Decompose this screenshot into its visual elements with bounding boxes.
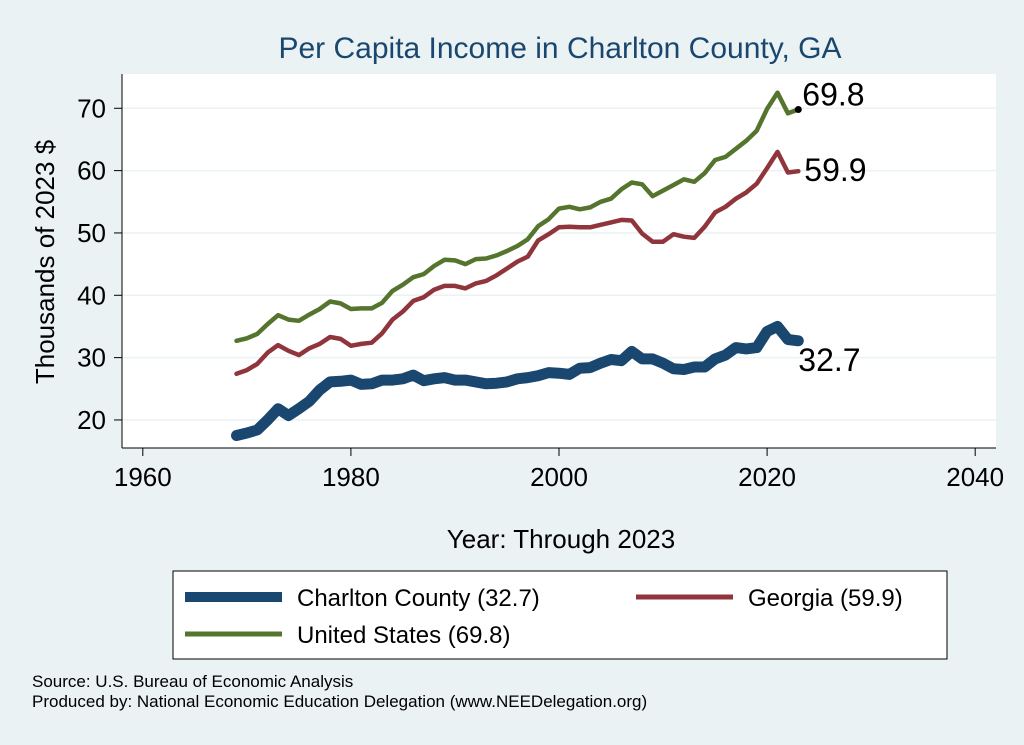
legend-label-charlton: Charlton County (32.7)	[297, 585, 540, 612]
end-labels: 32.7 59.9 69.8	[794, 77, 867, 378]
y-tick-label-40: 40	[77, 280, 106, 310]
legend-item-georgia: Georgia (59.9)	[636, 585, 903, 612]
y-tick-label-60: 60	[77, 156, 106, 186]
legend-item-charlton: Charlton County (32.7)	[185, 585, 540, 612]
legend-item-us: United States (69.8)	[185, 622, 510, 649]
plot-inner	[122, 74, 996, 448]
y-ticks: 20 30 40 50 60 70	[77, 93, 122, 435]
produced-by-note: Produced by: National Economic Education…	[32, 692, 648, 711]
y-axis-label: Thousands of 2023 $	[30, 139, 60, 384]
x-tick-label-1980: 1980	[322, 462, 380, 492]
x-tick-label-2000: 2000	[530, 462, 588, 492]
y-tick-label-30: 30	[77, 343, 106, 373]
y-tick-label-20: 20	[77, 405, 106, 435]
series-line-georgia	[234, 149, 801, 377]
x-tick-label-2020: 2020	[738, 462, 796, 492]
series-line-us	[234, 90, 801, 344]
chart-title: Per Capita Income in Charlton County, GA	[278, 32, 841, 65]
x-tick-label-1960: 1960	[114, 462, 172, 492]
x-ticks: 1960 1980 2000 2020 2040	[114, 448, 1004, 492]
source-note: Source: U.S. Bureau of Economic Analysis	[32, 672, 354, 691]
legend-label-georgia: Georgia (59.9)	[748, 585, 903, 612]
x-tick-label-2040: 2040	[946, 462, 1004, 492]
series-line-charlton	[231, 320, 804, 441]
legend-box	[172, 570, 948, 660]
series-lines	[231, 90, 804, 441]
end-marker-us	[794, 106, 802, 114]
y-tick-label-50: 50	[77, 218, 106, 248]
x-axis-label: Year: Through 2023	[447, 524, 675, 554]
legend-label-us: United States (69.8)	[297, 622, 510, 649]
y-tick-label-70: 70	[77, 93, 106, 123]
end-label-us: 69.8	[802, 77, 864, 113]
end-label-georgia: 59.9	[804, 152, 866, 188]
end-label-charlton: 32.7	[798, 342, 860, 378]
